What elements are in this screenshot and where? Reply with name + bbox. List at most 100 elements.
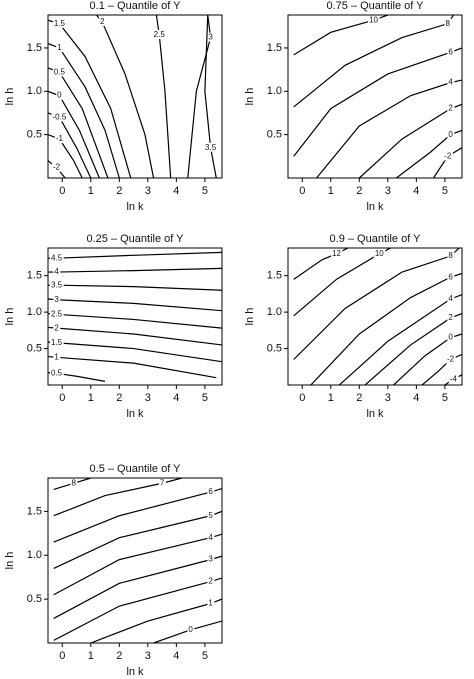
- contour-label-bg: [53, 352, 61, 362]
- contour-label: 7: [160, 478, 165, 487]
- contour-label-bg: [373, 248, 386, 258]
- contour-line: [310, 272, 462, 385]
- y-tick-label: 1.5: [267, 42, 282, 54]
- contour-label: 10: [369, 15, 378, 24]
- contour-label: 1.5: [51, 338, 63, 347]
- x-tick-label: 0: [59, 392, 65, 404]
- panel-title: 0.5 – Quantile of Y: [90, 463, 182, 475]
- contour-label-bg: [207, 554, 215, 564]
- contour-label: 0: [188, 625, 193, 634]
- contour-label: 4: [448, 294, 453, 303]
- contour-line: [393, 333, 462, 385]
- contour-label: 3: [208, 555, 213, 564]
- x-tick-label: 1: [328, 392, 334, 404]
- contour-label: 3.5: [51, 280, 63, 289]
- contour-label: 4: [448, 78, 453, 87]
- x-tick-label: 4: [173, 392, 179, 404]
- contour-label: -4: [450, 374, 458, 383]
- contour-label: -1: [56, 134, 64, 143]
- contour-label: 1: [57, 43, 62, 52]
- contour-line: [48, 355, 217, 379]
- contour-line: [421, 353, 462, 385]
- x-axis-label: ln k: [126, 201, 144, 213]
- x-tick-label: 1: [328, 185, 334, 197]
- contour-line: [293, 47, 462, 157]
- x-tick-label: 3: [145, 185, 151, 197]
- y-tick-label: 1.0: [27, 306, 42, 318]
- contour-label: 4: [208, 533, 213, 542]
- contour-label: 10: [375, 249, 384, 258]
- y-tick-label: 1.0: [267, 85, 282, 97]
- x-tick-label: 5: [202, 392, 208, 404]
- contour-label: 0: [448, 333, 453, 342]
- y-tick-label: 0.5: [27, 129, 42, 141]
- plot-frame: [47, 247, 223, 386]
- contour-line: [53, 555, 222, 619]
- contour-label: 0.5: [51, 368, 63, 377]
- panel: 0.25 – Quantile of Y ln k ln h 0 1 2 3 4 5 0.5 1.0…: [4, 233, 223, 420]
- contour-label-bg: [49, 309, 64, 319]
- contour-line: [48, 267, 222, 273]
- x-axis-label: ln k: [126, 666, 144, 678]
- contour-line: [48, 298, 222, 312]
- contour-label: 3: [208, 33, 213, 42]
- contour-line: [90, 598, 222, 643]
- panel-title: 0.9 – Quantile of Y: [330, 233, 422, 245]
- contour-label-bg: [53, 294, 61, 304]
- plot-frame: [287, 14, 463, 179]
- contour-label: 6: [448, 47, 453, 56]
- contour-label-bg: [158, 478, 166, 488]
- panel: 0.75 – Quantile of Y ln k ln h 0 1 2 3 4 5 0.5 1.0…: [244, 0, 463, 213]
- panel-title: 0.75 – Quantile of Y: [326, 0, 424, 12]
- x-tick-label: 0: [299, 392, 305, 404]
- contour-label: 5: [208, 511, 213, 520]
- contour-label: 3.5: [205, 143, 217, 152]
- x-tick-label: 4: [173, 185, 179, 197]
- contour-label-bg: [49, 253, 64, 263]
- contour-line: [293, 248, 391, 317]
- contour-label: 0: [57, 91, 62, 100]
- y-tick-label: 1.5: [27, 505, 42, 517]
- contour-label: 8: [448, 251, 453, 260]
- y-axis-label: ln h: [244, 308, 256, 326]
- contour-label-bg: [447, 272, 455, 282]
- contour-line: [48, 326, 222, 346]
- contour-label-bg: [53, 267, 61, 277]
- panel: 0.1 – Quantile of Y ln k ln h 0 1 2 3 4 5 0.5 1.0 1…: [4, 0, 223, 213]
- contour-label: 1.5: [54, 19, 66, 28]
- x-tick-label: 5: [442, 185, 448, 197]
- contour-label-bg: [56, 43, 64, 53]
- contour-line: [53, 533, 222, 596]
- contour-label-bg: [444, 18, 452, 28]
- contour-label: 4: [54, 267, 59, 276]
- panel: 0.9 – Quantile of Yln kln h0 1 2 3 4 50.51.01…: [244, 233, 463, 420]
- contour-label: 1: [208, 599, 213, 608]
- contour-label: 1: [54, 352, 59, 361]
- y-tick-label: 1.5: [27, 42, 42, 54]
- contour-label-bg: [447, 77, 455, 87]
- contour-line: [187, 15, 212, 178]
- x-tick-label: 2: [356, 392, 362, 404]
- x-tick-label: 3: [385, 392, 391, 404]
- y-axis-label: ln h: [4, 552, 16, 570]
- y-tick-label: 0.5: [267, 342, 282, 354]
- x-tick-label: 2: [356, 185, 362, 197]
- contour-label: 8: [71, 478, 76, 487]
- contour-label: 8: [446, 19, 451, 28]
- contour-label-bg: [51, 112, 68, 122]
- contour-label-bg: [207, 532, 215, 542]
- x-tick-label: 4: [413, 185, 419, 197]
- x-tick-label: 2: [116, 392, 122, 404]
- contour-label: 2: [448, 104, 453, 113]
- contour-label: 6: [448, 272, 453, 281]
- contour-label: 4.5: [51, 253, 63, 262]
- x-tick-label: 3: [385, 185, 391, 197]
- contour-line: [48, 284, 222, 291]
- x-tick-label: 1: [88, 392, 94, 404]
- contour-line: [293, 15, 389, 56]
- y-tick-label: 0.5: [27, 342, 42, 354]
- contour-line: [293, 15, 454, 108]
- contour-label-bg: [53, 323, 61, 333]
- contour-line: [48, 43, 120, 178]
- contour-label-bg: [204, 142, 218, 152]
